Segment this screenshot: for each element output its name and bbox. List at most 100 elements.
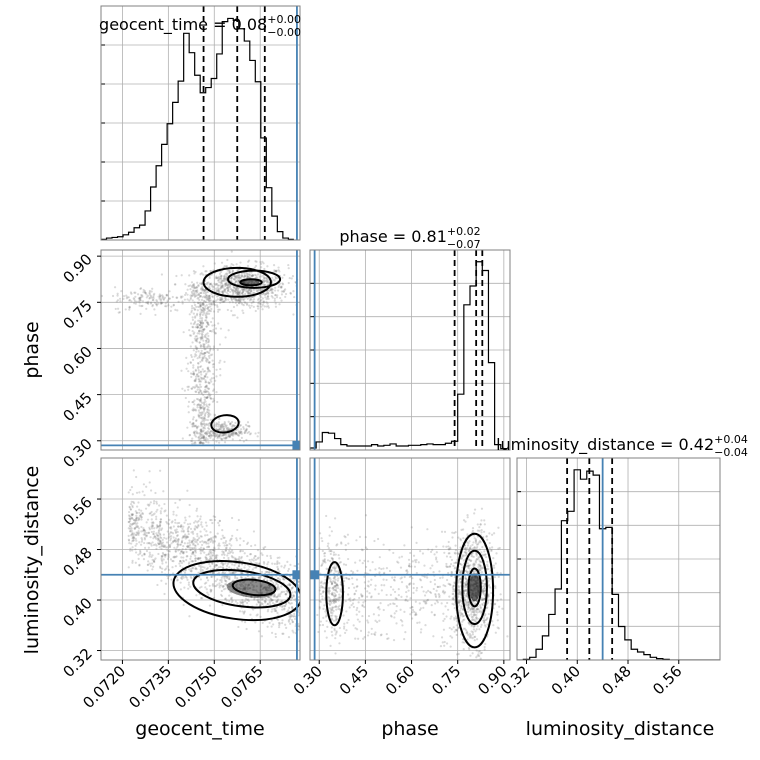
sample-point bbox=[479, 564, 482, 567]
sample-point bbox=[498, 605, 501, 608]
sample-point bbox=[201, 359, 204, 362]
sample-point bbox=[188, 568, 191, 571]
sample-point bbox=[196, 543, 200, 546]
sample-point bbox=[199, 371, 202, 374]
sample-point bbox=[157, 539, 160, 542]
sample-point bbox=[245, 271, 248, 275]
sample-point bbox=[198, 403, 201, 406]
sample-point bbox=[484, 553, 487, 556]
sample-point bbox=[142, 528, 146, 532]
sample-point bbox=[434, 594, 437, 597]
sample-point bbox=[147, 541, 151, 545]
sample-point bbox=[468, 623, 471, 626]
sample-point bbox=[233, 281, 237, 285]
sample-point bbox=[274, 289, 277, 292]
sample-point bbox=[205, 350, 209, 353]
sample-point bbox=[225, 291, 228, 294]
sample-point bbox=[476, 545, 479, 549]
sample-point bbox=[214, 434, 217, 438]
sample-point bbox=[212, 551, 215, 554]
sample-point bbox=[473, 546, 476, 549]
sample-point bbox=[262, 262, 265, 265]
sample-point bbox=[159, 524, 162, 527]
sample-point bbox=[378, 556, 381, 559]
sample-point bbox=[260, 584, 263, 588]
sample-point bbox=[232, 290, 235, 293]
sample-point bbox=[219, 278, 222, 281]
sample-point bbox=[191, 418, 195, 421]
sample-point bbox=[186, 362, 190, 365]
sample-point bbox=[209, 540, 212, 543]
sample-point bbox=[218, 434, 221, 438]
sample-point bbox=[162, 533, 165, 536]
sample-point bbox=[329, 599, 332, 602]
sample-point bbox=[188, 329, 191, 332]
sample-point bbox=[172, 536, 175, 539]
sample-point bbox=[211, 295, 214, 298]
sample-point bbox=[216, 437, 219, 440]
sample-point bbox=[451, 597, 454, 600]
sample-point bbox=[201, 357, 204, 360]
sample-point bbox=[248, 304, 251, 307]
sample-point bbox=[248, 565, 251, 568]
sample-point bbox=[217, 566, 220, 569]
sample-point bbox=[332, 586, 335, 590]
sample-point bbox=[464, 575, 467, 578]
sample-point bbox=[234, 275, 237, 278]
sample-point bbox=[478, 564, 481, 567]
sample-point bbox=[293, 598, 296, 601]
sample-point bbox=[216, 305, 219, 308]
sample-point bbox=[230, 277, 233, 280]
sample-point bbox=[273, 299, 276, 302]
sample-point bbox=[198, 380, 202, 383]
sample-point bbox=[198, 406, 201, 409]
sample-point bbox=[344, 600, 347, 603]
sample-point bbox=[276, 618, 280, 621]
sample-point bbox=[284, 292, 288, 296]
sample-point bbox=[152, 537, 155, 540]
sample-point bbox=[409, 597, 412, 600]
sample-point bbox=[229, 422, 232, 425]
sample-point bbox=[297, 614, 300, 617]
sample-point bbox=[449, 635, 452, 638]
sample-point bbox=[178, 543, 182, 546]
sample-point bbox=[405, 569, 408, 572]
sample-point bbox=[268, 596, 271, 599]
sample-point bbox=[442, 619, 445, 622]
sample-point bbox=[186, 530, 190, 533]
sample-point bbox=[460, 563, 463, 567]
sample-point bbox=[279, 605, 282, 608]
sample-point bbox=[190, 311, 193, 314]
sample-point bbox=[457, 575, 460, 578]
sample-point bbox=[364, 536, 367, 539]
sample-point bbox=[260, 601, 263, 604]
sample-point bbox=[127, 491, 130, 494]
sample-point bbox=[218, 427, 221, 431]
sample-point bbox=[189, 296, 193, 299]
sample-point bbox=[410, 526, 413, 529]
sample-point bbox=[216, 284, 220, 287]
sample-point bbox=[201, 302, 205, 305]
sample-point bbox=[442, 589, 445, 592]
sample-point bbox=[129, 547, 132, 550]
sample-point bbox=[279, 592, 282, 596]
sample-point bbox=[487, 585, 490, 588]
sample-point bbox=[192, 322, 195, 326]
sample-point bbox=[203, 290, 206, 293]
sample-point bbox=[490, 549, 493, 553]
sample-point bbox=[247, 292, 250, 295]
sample-point bbox=[476, 611, 479, 614]
sample-point bbox=[191, 316, 194, 319]
sample-point bbox=[246, 598, 249, 602]
sample-point bbox=[276, 595, 279, 598]
sample-point bbox=[128, 517, 131, 520]
sample-point bbox=[201, 422, 204, 426]
sample-point bbox=[277, 285, 280, 289]
sample-point bbox=[195, 390, 198, 393]
sample-point bbox=[331, 591, 334, 594]
sample-point bbox=[468, 636, 472, 639]
sample-point bbox=[483, 523, 486, 526]
sample-point bbox=[202, 435, 206, 438]
sample-point bbox=[482, 590, 486, 593]
sample-point bbox=[196, 526, 199, 529]
